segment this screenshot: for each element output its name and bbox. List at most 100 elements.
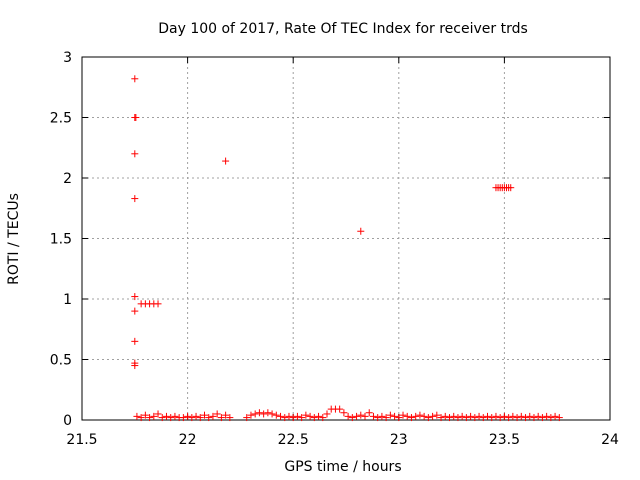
- data-point: [395, 414, 403, 422]
- data-point: [467, 412, 475, 420]
- data-point: [357, 227, 365, 235]
- data-point: [484, 412, 492, 420]
- data-point: [403, 412, 411, 420]
- data-point: [131, 75, 139, 83]
- plot-frame: [81, 56, 611, 421]
- data-point: [530, 414, 538, 422]
- data-point: [450, 412, 458, 420]
- data-point: [277, 412, 285, 420]
- data-point: [445, 414, 453, 422]
- x-axis-label: GPS time / hours: [284, 459, 401, 475]
- data-point: [513, 414, 521, 422]
- data-point: [146, 414, 154, 422]
- data-point: [205, 414, 213, 422]
- data-point: [505, 414, 513, 422]
- data-point: [285, 412, 293, 420]
- data-point: [209, 412, 217, 420]
- data-point: [281, 414, 289, 422]
- data-point: [488, 414, 496, 422]
- data-point: [500, 412, 508, 420]
- data-point: [310, 414, 318, 422]
- data-point: [293, 412, 301, 420]
- data-point: [315, 412, 323, 420]
- data-point: [298, 414, 306, 422]
- data-point: [538, 414, 546, 422]
- y-tick-label: 3: [63, 50, 72, 66]
- data-point: [551, 412, 559, 420]
- data-point: [526, 412, 534, 420]
- data-point: [441, 412, 449, 420]
- x-tick-label: 23: [390, 432, 408, 448]
- data-point: [306, 412, 314, 420]
- data-point: [496, 414, 504, 422]
- data-point: [268, 410, 276, 418]
- data-point: [407, 414, 415, 422]
- data-point: [534, 412, 542, 420]
- data-point: [471, 414, 479, 422]
- data-point: [196, 414, 204, 422]
- data-point: [217, 414, 225, 422]
- y-axis-label: ROTI / TECUs: [6, 193, 22, 285]
- data-point: [378, 412, 386, 420]
- data-point: [424, 414, 432, 422]
- grid-lines: [82, 57, 610, 420]
- data-point: [131, 150, 139, 158]
- data-point: [132, 114, 140, 121]
- x-tick-label: 21.5: [66, 432, 97, 448]
- data-point: [272, 411, 280, 419]
- data-point: [243, 414, 251, 422]
- data-point: [131, 337, 139, 345]
- x-tick-label: 22.5: [278, 432, 309, 448]
- data-point: [391, 412, 399, 420]
- data-point: [399, 411, 407, 419]
- data-point: [188, 414, 196, 422]
- data-point: [302, 411, 310, 419]
- data-point: [171, 412, 179, 420]
- data-point: [247, 411, 255, 419]
- data-point: [222, 157, 230, 165]
- data-point: [412, 412, 420, 420]
- data-point: [429, 412, 437, 420]
- data-point: [547, 414, 555, 422]
- data-point: [154, 300, 162, 308]
- data-point: [475, 412, 483, 420]
- data-point: [479, 414, 487, 422]
- data-point: [150, 412, 158, 420]
- y-tick-label: 2: [63, 171, 72, 187]
- data-point: [131, 307, 139, 315]
- data-point: [255, 409, 263, 417]
- data-point: [357, 411, 365, 419]
- data-point: [131, 195, 139, 203]
- data-point: [192, 412, 200, 420]
- data-point: [158, 414, 166, 422]
- data-point: [340, 409, 348, 417]
- data-point: [382, 414, 390, 422]
- data-point: [437, 414, 445, 422]
- data-point: [509, 412, 517, 420]
- data-point: [369, 412, 377, 420]
- data-point: [458, 412, 466, 420]
- data-point: [433, 411, 441, 419]
- data-point: [222, 411, 230, 419]
- data-point: [251, 410, 259, 418]
- data-point: [213, 410, 221, 418]
- y-tick-label: 0.5: [50, 353, 72, 369]
- data-point: [167, 414, 175, 422]
- x-tick-label: 22: [179, 432, 197, 448]
- data-point: [462, 414, 470, 422]
- data-point: [492, 412, 500, 420]
- data-point: [184, 412, 192, 420]
- y-tick-label: 2.5: [50, 111, 72, 127]
- data-point: [361, 412, 369, 420]
- data-point: [260, 410, 268, 418]
- data-point: [365, 409, 373, 417]
- data-point: [289, 414, 297, 422]
- data-point: [131, 362, 139, 370]
- y-tick-label: 1.5: [50, 232, 72, 248]
- data-point: [454, 414, 462, 422]
- data-point: [141, 411, 149, 419]
- x-tick-label: 24: [601, 432, 619, 448]
- data-point: [200, 411, 208, 419]
